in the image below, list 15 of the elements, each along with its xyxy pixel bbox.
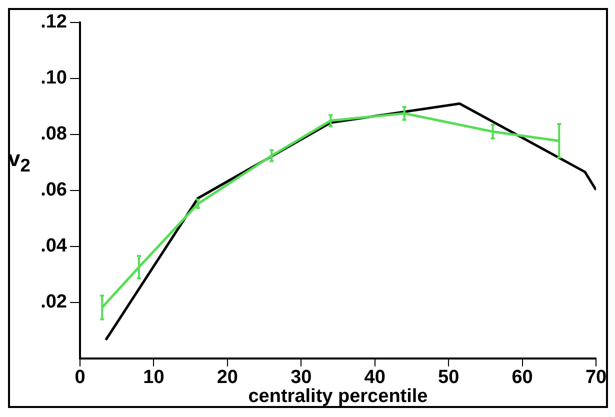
x-tick-label: 40 xyxy=(364,367,386,388)
y-tick-label: .08 xyxy=(40,124,67,145)
y-tick-label: .12 xyxy=(40,12,67,33)
x-tick-label: 70 xyxy=(585,367,607,388)
y-tick-label: .04 xyxy=(40,236,68,257)
x-tick-label: 0 xyxy=(74,367,86,388)
x-tick-label: 60 xyxy=(512,367,533,388)
y-tick-label: .10 xyxy=(40,68,67,89)
x-tick-label: 50 xyxy=(438,367,460,388)
y-tick-label: .06 xyxy=(40,180,67,201)
y-tick-label: .02 xyxy=(40,292,67,313)
x-tick-label: 20 xyxy=(216,367,238,388)
x-axis-title: centrality percentile xyxy=(248,386,428,407)
x-tick-label: 10 xyxy=(143,367,164,388)
x-tick-label: 30 xyxy=(290,367,312,388)
